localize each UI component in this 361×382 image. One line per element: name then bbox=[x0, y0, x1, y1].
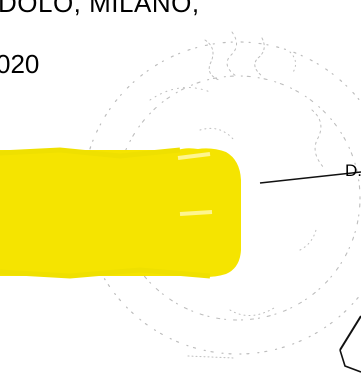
signer-initial: D. bbox=[345, 161, 361, 180]
date-year-fragment: 020 bbox=[0, 49, 40, 79]
header-address-line: DOLO, MILANO, bbox=[0, 0, 200, 18]
